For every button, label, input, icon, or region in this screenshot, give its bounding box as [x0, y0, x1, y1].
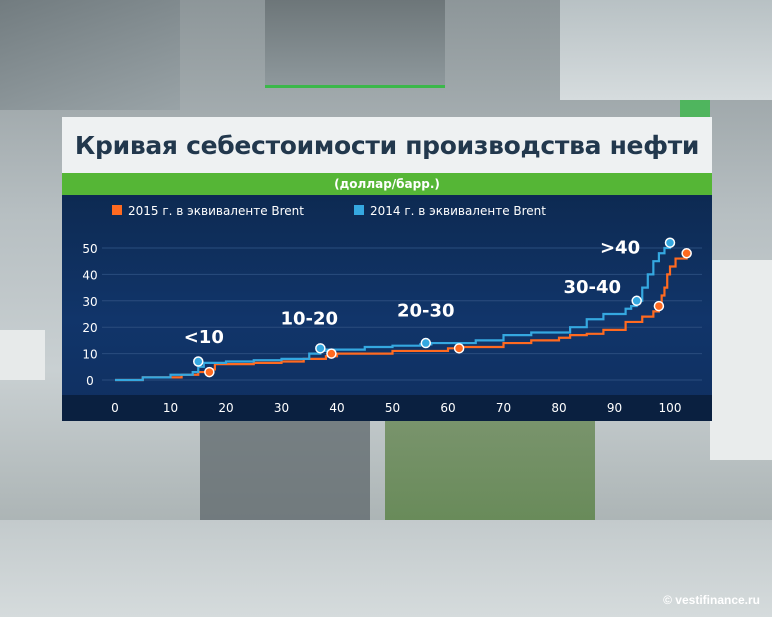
x-tick-label: 50: [385, 401, 400, 415]
x-tick-label: 20: [218, 401, 233, 415]
y-tick-label: 0: [86, 374, 94, 388]
legend-label: 2015 г. в эквиваленте Brent: [128, 204, 304, 218]
background-floor: [0, 520, 772, 617]
x-tick-label: 0: [111, 401, 119, 415]
y-tick-label: 20: [82, 321, 97, 335]
marker-2015: [326, 348, 337, 359]
range-annotation: >40: [600, 237, 640, 258]
background-block: [0, 330, 45, 380]
x-tick-label: 10: [163, 401, 178, 415]
legend-swatch: [354, 205, 364, 215]
marker-2015: [204, 366, 215, 378]
marker-2015: [453, 343, 465, 354]
chart-subtitle: (доллар/барр.): [62, 173, 712, 195]
background-block: [0, 0, 180, 110]
series-line-2015: [115, 253, 688, 382]
background-block: [560, 0, 772, 100]
marker-2014: [193, 356, 204, 367]
background-block: [265, 0, 445, 88]
y-tick-label: 30: [82, 295, 97, 309]
series-line-2014: [115, 242, 672, 382]
legend-swatch: [112, 205, 122, 215]
x-tick-label: 40: [329, 401, 344, 415]
marker-2015: [681, 248, 692, 259]
marker-2014: [631, 295, 642, 307]
x-tick-label: 60: [440, 401, 455, 415]
x-axis-band: [62, 395, 712, 421]
range-annotation: <10: [184, 327, 224, 348]
y-tick-label: 50: [82, 242, 97, 256]
marker-2015: [653, 300, 665, 312]
chart-card: Кривая себестоимости производства нефти …: [62, 117, 712, 421]
range-annotation: 10-20: [280, 309, 338, 330]
x-tick-label: 30: [274, 401, 289, 415]
marker-2014: [420, 337, 432, 349]
chart-title: Кривая себестоимости производства нефти: [62, 117, 712, 173]
x-tick-label: 70: [496, 401, 511, 415]
marker-2014: [664, 237, 676, 248]
chart-svg: 0 10 20 30 40 50 0 10 20 30 40 50 60 70 80 90 100 2015 г.…: [62, 204, 712, 421]
x-tick-label: 90: [607, 401, 622, 415]
plot-panel: 0 10 20 30 40 50 0 10 20 30 40 50 60 70 80 90 100 2015 г.…: [62, 195, 712, 421]
marker-2014: [315, 343, 326, 354]
range-annotation: 30-40: [564, 277, 622, 298]
range-annotation: 20-30: [397, 301, 455, 322]
y-tick-label: 10: [82, 348, 97, 362]
x-tick-label: 80: [551, 401, 566, 415]
legend-label: 2014 г. в эквиваленте Brent: [370, 204, 546, 218]
x-tick-label: 100: [659, 401, 682, 415]
background-block: [710, 260, 772, 460]
y-tick-label: 40: [82, 268, 97, 282]
watermark: © vestifinance.ru: [663, 593, 760, 607]
background-block: [200, 420, 370, 530]
